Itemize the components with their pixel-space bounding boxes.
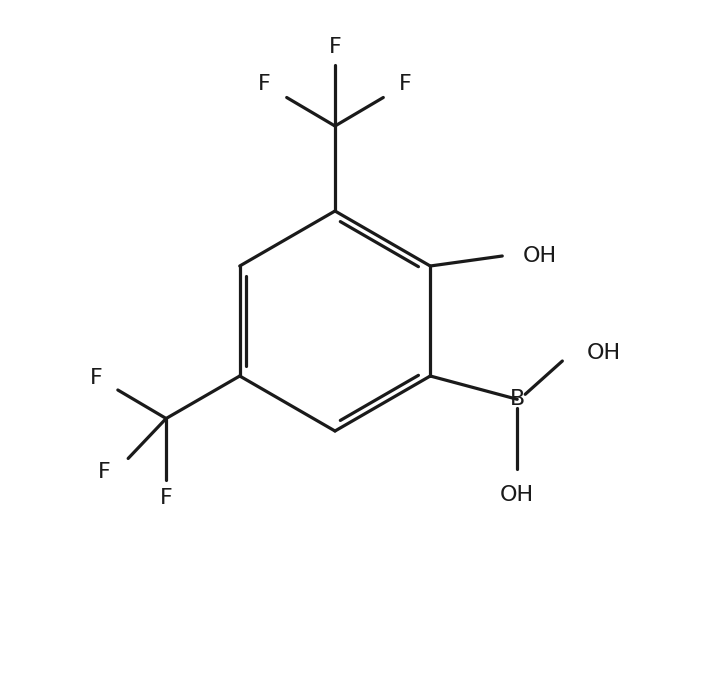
- Text: B: B: [510, 389, 525, 409]
- Text: F: F: [329, 37, 341, 57]
- Text: F: F: [89, 368, 102, 388]
- Text: F: F: [258, 74, 271, 93]
- Text: OH: OH: [522, 246, 556, 266]
- Text: OH: OH: [500, 485, 534, 505]
- Text: F: F: [399, 74, 412, 93]
- Text: OH: OH: [587, 343, 621, 363]
- Text: F: F: [98, 462, 110, 483]
- Text: F: F: [160, 487, 173, 508]
